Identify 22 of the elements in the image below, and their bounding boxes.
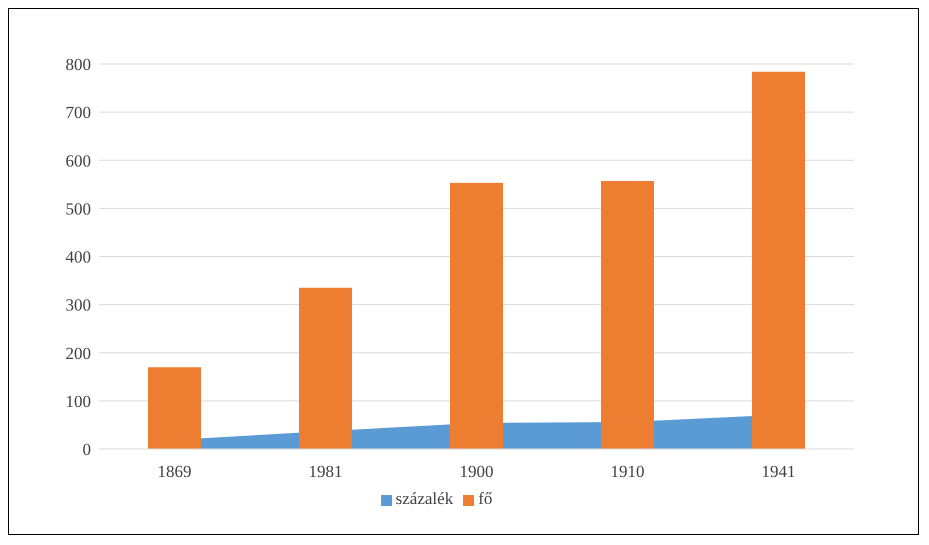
y-tick-label: 600	[66, 151, 91, 170]
y-tick-label: 0	[82, 440, 91, 460]
bar	[148, 367, 201, 449]
y-tick-label: 400	[66, 248, 91, 267]
x-tick-label: 1910	[610, 462, 644, 482]
y-tick-label: 200	[66, 344, 91, 363]
y-tick-label: 500	[66, 199, 91, 218]
bar	[299, 288, 352, 449]
chart-frame: százalék fő 1869 1981 1900 1910 1941 0 100 200 300 400 500 600 700 800	[8, 8, 919, 535]
x-tick-label: 1900	[460, 462, 494, 482]
legend-label: százalék	[396, 489, 454, 508]
y-tick-label: 300	[66, 296, 91, 315]
bar	[601, 180, 654, 449]
x-tick-label: 1869	[158, 462, 192, 482]
y-tick-label: 100	[66, 392, 91, 411]
x-tick-label: 1941	[762, 462, 796, 482]
y-tick-label: 700	[66, 103, 91, 122]
legend-label: fő	[478, 489, 492, 508]
bar	[752, 72, 805, 449]
x-tick-label: 1981	[308, 462, 342, 482]
bar	[450, 182, 503, 449]
y-tick-label: 800	[66, 55, 91, 74]
